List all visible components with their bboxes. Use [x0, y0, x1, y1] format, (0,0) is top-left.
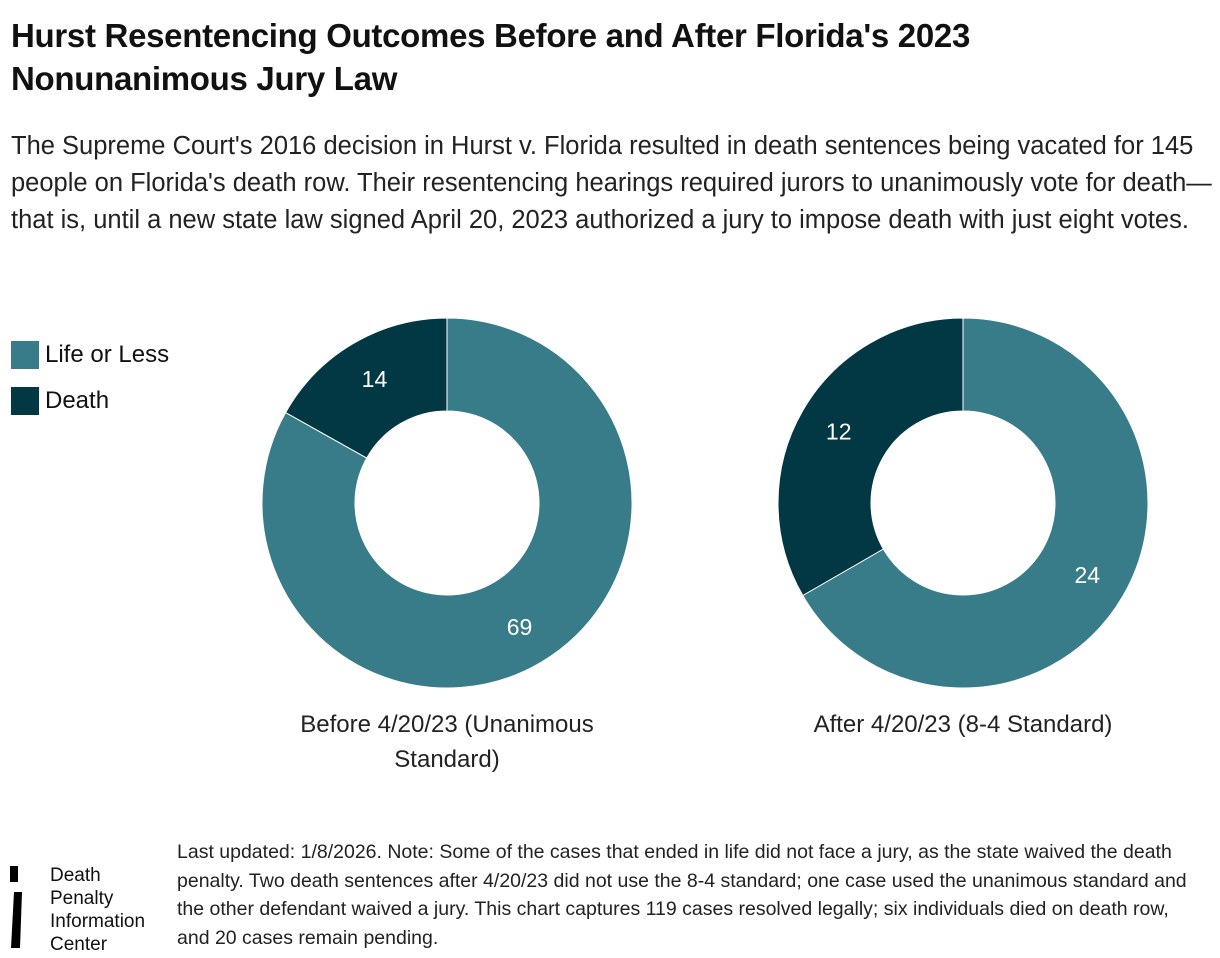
- dpic-logo-icon: [10, 866, 22, 948]
- legend-swatch-death: [11, 387, 39, 415]
- donut-data-label: 69: [507, 614, 533, 640]
- chart-title: Hurst Resentencing Outcomes Before and A…: [11, 17, 971, 97]
- legend-item-life: Life or Less: [11, 332, 169, 378]
- dpic-logo-text: Death Penalty Information Center: [50, 864, 145, 956]
- donut-data-label: 14: [362, 366, 388, 392]
- donut-caption-after: After 4/20/23 (8-4 Standard): [813, 711, 1113, 738]
- donut-slice-death: [284, 317, 448, 459]
- legend-label: Life or Less: [45, 341, 170, 368]
- donut-slice-life-or-less: [261, 317, 633, 689]
- logo-line: Penalty: [50, 888, 114, 909]
- donut-data-label: 12: [826, 418, 852, 444]
- chart-subtitle: The Supreme Court's 2016 decision in Hur…: [11, 132, 1212, 234]
- legend-swatch-life: [11, 341, 39, 369]
- logo-line: Death: [50, 865, 101, 886]
- logo-line: Center: [50, 934, 108, 955]
- donut-slice-life-or-less: [802, 317, 1149, 689]
- legend-item-death: Death: [11, 378, 169, 424]
- donut-data-label: 24: [1074, 562, 1100, 588]
- logo-line: Information: [50, 911, 146, 932]
- legend-label: Death: [45, 387, 110, 414]
- chart-note: Last updated: 1/8/2026. Note: Some of th…: [177, 841, 1187, 949]
- donut-charts: 69 14 24 12: [261, 317, 1149, 689]
- legend: Life or Less Death: [11, 332, 169, 424]
- donut-slice-death: [777, 317, 964, 597]
- donut-caption-before: Before 4/20/23 (Unanimous Standard): [300, 711, 594, 773]
